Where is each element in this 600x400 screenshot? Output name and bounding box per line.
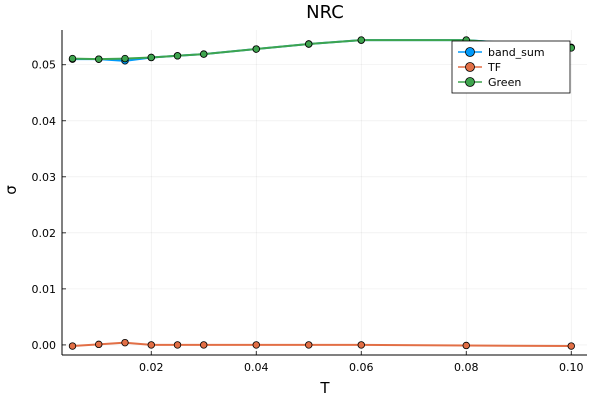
data-point-Green <box>252 45 260 53</box>
y-tick-label: 0.01 <box>32 283 57 296</box>
data-point-TF <box>200 341 208 349</box>
legend-label-Green: Green <box>488 76 521 89</box>
y-tick-label: 0.04 <box>32 115 57 128</box>
data-point-Green <box>147 53 155 62</box>
data-point-TF <box>121 338 129 347</box>
data-point-Green <box>357 36 365 44</box>
data-point-Green <box>68 54 77 63</box>
data-point-Green <box>95 55 103 63</box>
data-point-TF <box>305 341 313 349</box>
y-tick-label: 0.00 <box>32 339 57 352</box>
data-point-TF <box>567 342 575 350</box>
x-tick-label: 0.10 <box>559 361 584 374</box>
data-point-Green <box>200 50 208 58</box>
y-tick-label: 0.02 <box>32 227 57 240</box>
data-point-TF <box>68 342 77 350</box>
data-point-Green <box>305 40 313 48</box>
legend: band_sum TF Green <box>451 40 571 94</box>
axes-layer: 0.02 0.04 0.06 0.08 0.10 0.00 0.01 0.02 0.03 0.04… <box>32 30 587 374</box>
y-tick-label: 0.05 <box>32 59 57 72</box>
x-axis-label: T <box>319 379 330 397</box>
legend-marker-Green <box>465 77 475 87</box>
x-tick-label: 0.04 <box>244 361 269 374</box>
y-tick-label: 0.03 <box>32 171 57 184</box>
series-layer <box>68 36 575 350</box>
data-point-TF <box>357 341 365 349</box>
x-tick-label: 0.02 <box>139 361 164 374</box>
data-point-TF <box>95 340 103 349</box>
legend-marker-band_sum <box>465 47 475 57</box>
legend-marker-TF <box>465 62 475 72</box>
chart-title: NRC <box>306 2 344 23</box>
data-point-TF <box>173 341 182 349</box>
y-axis-label: σ <box>2 185 20 195</box>
data-point-Green <box>173 52 182 60</box>
data-point-TF <box>147 341 155 349</box>
x-tick-label: 0.08 <box>454 361 479 374</box>
legend-label-TF: TF <box>487 61 501 74</box>
data-point-TF <box>462 341 470 350</box>
data-point-Green <box>121 54 129 63</box>
legend-label-band_sum: band_sum <box>488 46 545 59</box>
data-point-TF <box>252 341 260 349</box>
x-tick-label: 0.06 <box>349 361 374 374</box>
